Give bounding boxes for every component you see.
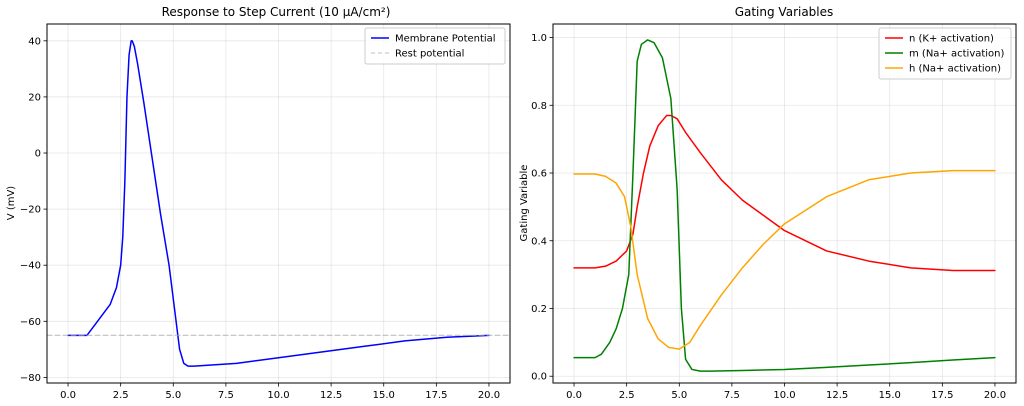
- gating-series-line-2: [573, 169, 996, 350]
- voltage-xtick-label-6: 15.0: [373, 390, 395, 401]
- gating-chart-ylabel: Gating Variable: [519, 165, 530, 242]
- gating-legend-label-2: h (Na+ activation): [909, 64, 1001, 75]
- gating-chart-xaxis: 0.0 2.5 5.0 7.5 10.0 12.5 15.0 17.5 20.0: [566, 383, 1006, 401]
- voltage-xtick-label-4: 10.0: [267, 390, 289, 401]
- voltage-ytick-label-4: 0: [35, 149, 41, 160]
- voltage-chart-title: Response to Step Current (10 μA/cm²): [162, 5, 391, 19]
- gating-xtick-label-7: 17.5: [931, 390, 953, 401]
- gating-xtick-label-6: 15.0: [879, 390, 901, 401]
- gating-ytick-label-5: 1.0: [531, 33, 547, 44]
- gating-chart-series: [573, 39, 996, 372]
- voltage-xtick-label-2: 5.0: [165, 390, 181, 401]
- voltage-chart-yaxis: −80 −60 −40 −20 0 20 40: [20, 36, 47, 384]
- voltage-ytick-label-1: −60: [20, 317, 41, 328]
- gating-legend-box: [878, 27, 1012, 80]
- gating-chart-yaxis: 0.0 0.2 0.4 0.6 0.8 1.0: [531, 33, 553, 383]
- voltage-xtick-label-7: 17.5: [425, 390, 447, 401]
- voltage-chart-legend: Membrane Potential Rest potential: [364, 27, 506, 65]
- voltage-chart-grid: [47, 24, 510, 383]
- voltage-xtick-label-1: 2.5: [113, 390, 129, 401]
- gating-xtick-label-1: 2.5: [619, 390, 635, 401]
- gating-chart-title: Gating Variables: [735, 5, 834, 19]
- voltage-xtick-label-5: 12.5: [320, 390, 342, 401]
- gating-legend-label-1: m (Na+ activation): [909, 49, 1005, 60]
- voltage-ytick-label-6: 40: [28, 36, 41, 47]
- voltage-series-line-0: [67, 40, 490, 367]
- voltage-ytick-label-3: −20: [20, 205, 41, 216]
- gating-legend-label-0: n (K+ activation): [909, 34, 994, 45]
- voltage-ytick-label-0: −80: [20, 373, 41, 384]
- gating-chart-grid: [553, 24, 1016, 383]
- gating-series-line-1: [573, 39, 996, 372]
- gating-ytick-label-0: 0.0: [531, 372, 547, 383]
- voltage-ytick-label-2: −40: [20, 261, 41, 272]
- voltage-legend-box: [364, 27, 506, 65]
- gating-xtick-label-5: 12.5: [826, 390, 848, 401]
- voltage-chart-series: [46, 40, 511, 367]
- gating-series-line-0: [573, 114, 996, 272]
- gating-xtick-label-8: 20.0: [984, 390, 1006, 401]
- gating-chart-legend: n (K+ activation) m (Na+ activation) h (Na…: [878, 27, 1012, 80]
- gating-chart: Gating Variables Gating Variable 0.0 2.5 5…: [519, 5, 1017, 401]
- voltage-chart-ylabel: V (mV): [6, 186, 17, 221]
- gating-xtick-label-4: 10.0: [773, 390, 795, 401]
- gating-ytick-label-1: 0.2: [531, 304, 547, 315]
- gating-xtick-label-0: 0.0: [566, 390, 582, 401]
- voltage-xtick-label-0: 0.0: [60, 390, 76, 401]
- voltage-ytick-label-5: 20: [28, 92, 41, 103]
- gating-xtick-label-3: 7.5: [724, 390, 740, 401]
- gating-ytick-label-3: 0.6: [531, 169, 547, 180]
- voltage-chart-xaxis: 0.0 2.5 5.0 7.5 10.0 12.5 15.0 17.5 20.0: [60, 383, 500, 401]
- gating-ytick-label-4: 0.8: [531, 101, 547, 112]
- voltage-legend-label-0: Membrane Potential: [395, 34, 496, 45]
- gating-xtick-label-2: 5.0: [671, 390, 687, 401]
- voltage-xtick-label-3: 7.5: [218, 390, 234, 401]
- voltage-chart: Response to Step Current (10 μA/cm²) V (…: [6, 5, 511, 401]
- gating-ytick-label-2: 0.4: [531, 236, 547, 247]
- voltage-xtick-label-8: 20.0: [478, 390, 500, 401]
- voltage-legend-label-1: Rest potential: [395, 49, 464, 60]
